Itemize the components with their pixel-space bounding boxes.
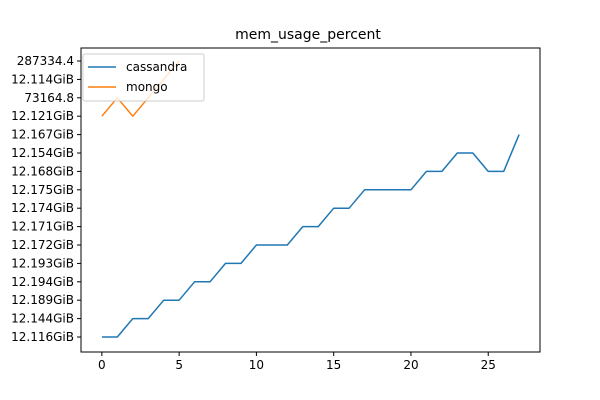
y-tick-label: 12.193GiB <box>11 256 74 270</box>
y-axis: 12.116GiB 12.144GiB 12.189GiB 12.194GiB 12.1… <box>11 54 81 344</box>
y-tick-label: 12.116GiB <box>11 330 74 344</box>
x-tick-label: 0 <box>98 358 106 372</box>
y-tick-label: 12.168GiB <box>11 164 74 178</box>
x-tick-label: 20 <box>403 358 418 372</box>
legend-label-cassandra: cassandra <box>126 60 187 74</box>
y-tick-label: 12.114GiB <box>11 72 74 86</box>
y-tick-label: 12.175GiB <box>11 183 74 197</box>
legend-label-mongo: mongo <box>126 80 168 94</box>
x-tick-label: 10 <box>249 358 264 372</box>
y-tick-label: 287334.4 <box>17 54 74 68</box>
series-line-cassandra <box>101 134 520 338</box>
legend-box <box>82 53 205 102</box>
x-tick-label: 15 <box>326 358 341 372</box>
y-tick-label: 73164.8 <box>24 91 74 105</box>
y-tick-label: 12.154GiB <box>11 146 74 160</box>
y-tick-label: 12.189GiB <box>11 293 74 307</box>
x-axis: 0 5 10 15 20 25 <box>98 352 496 372</box>
x-tick-label: 25 <box>481 358 496 372</box>
x-tick-label: 5 <box>175 358 183 372</box>
y-tick-label: 12.167GiB <box>11 128 74 142</box>
y-tick-label: 12.171GiB <box>11 220 74 234</box>
y-tick-label: 12.172GiB <box>11 238 74 252</box>
y-tick-label: 12.194GiB <box>11 275 74 289</box>
y-tick-label: 12.144GiB <box>11 312 74 326</box>
legend: cassandra mongo <box>82 53 205 102</box>
chart-title: mem_usage_percent <box>235 27 381 43</box>
y-tick-label: 12.174GiB <box>11 201 74 215</box>
y-tick-label: 12.121GiB <box>11 109 74 123</box>
